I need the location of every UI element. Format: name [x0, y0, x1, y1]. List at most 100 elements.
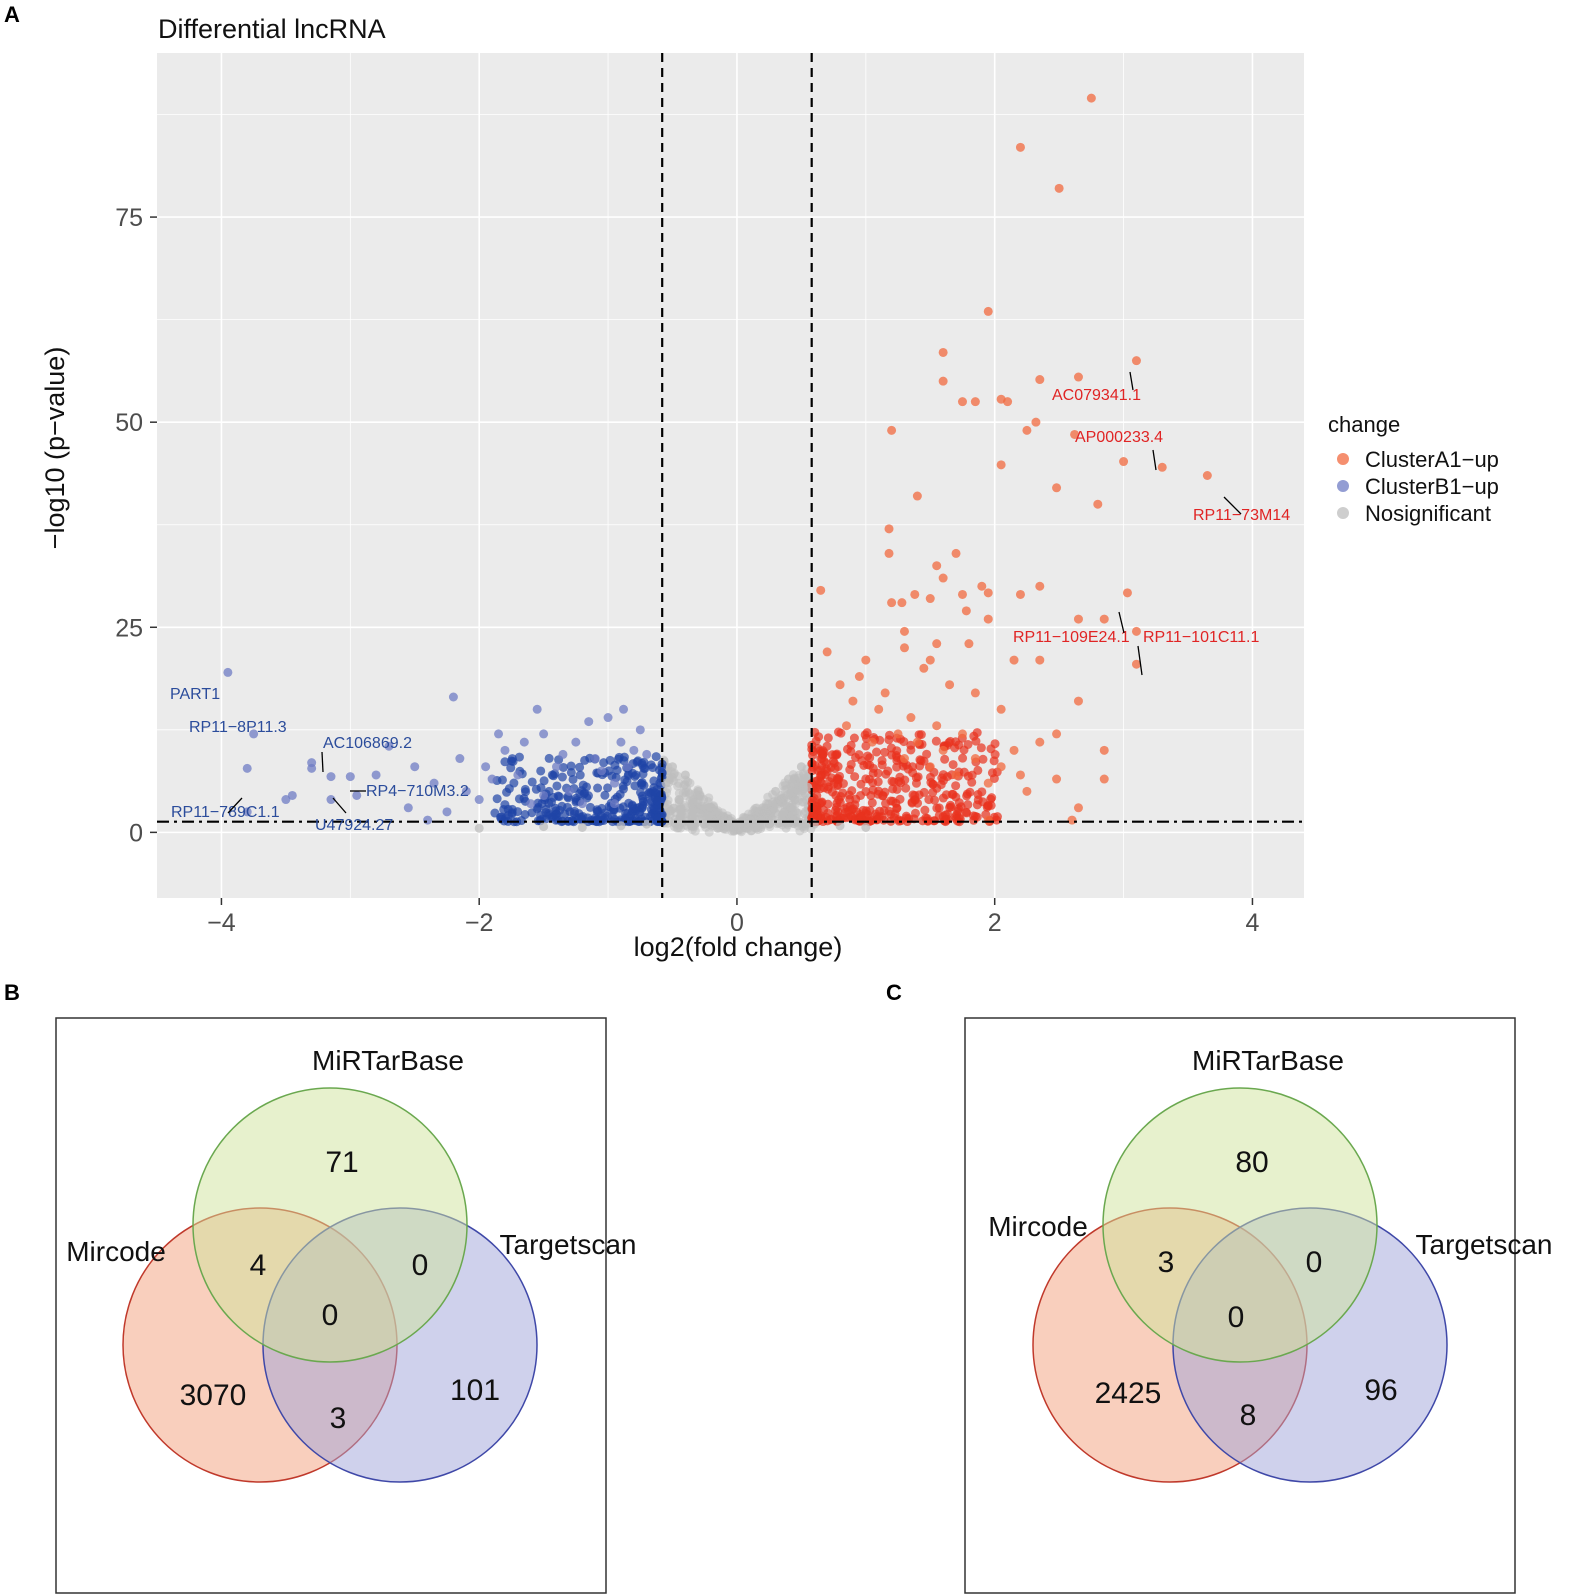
point-clustera1-up	[973, 765, 983, 775]
point-clusterb1-up	[575, 770, 585, 780]
point-clustera1-up	[861, 655, 871, 665]
point-clustera1-up	[983, 588, 993, 598]
point-clustera1-up	[884, 735, 894, 745]
point-clusterb1-up	[287, 790, 297, 800]
point-nosignificant	[690, 826, 700, 836]
point-clusterb1-up	[371, 770, 381, 780]
point-clusterb1-up	[503, 804, 513, 814]
gene-label-ap000233-4: AP000233.4	[1075, 429, 1163, 446]
point-clustera1-up	[932, 639, 942, 649]
point-clusterb1-up	[509, 778, 519, 788]
point-clustera1-up	[936, 780, 946, 790]
point-nosignificant	[777, 811, 787, 821]
leader-rp11-109e24-1	[1118, 611, 1125, 634]
point-clustera1-up	[911, 773, 921, 783]
point-clustera1-up	[875, 735, 885, 745]
point-clustera1-up	[887, 425, 897, 435]
point-clusterb1-up	[487, 774, 497, 784]
point-clustera1-up	[932, 561, 942, 571]
point-clustera1-up	[1035, 375, 1045, 385]
point-clusterb1-up	[597, 766, 607, 776]
point-clusterb1-up	[326, 795, 336, 805]
point-clustera1-up	[951, 770, 961, 780]
point-clusterb1-up	[507, 754, 517, 764]
venn-count-mircode-only-b: 3070	[180, 1379, 247, 1412]
point-clustera1-up	[814, 732, 824, 742]
point-clustera1-up	[1015, 589, 1025, 599]
x-axis: −4 −2 0 2 4	[207, 898, 1259, 937]
y-tick-label: 25	[115, 614, 143, 642]
point-clustera1-up	[847, 786, 857, 796]
point-clusterb1-up	[448, 692, 458, 702]
point-clusterb1-up	[536, 766, 546, 776]
venn-count-mircode-mirtarbase-b: 4	[250, 1249, 267, 1282]
point-nosignificant	[706, 803, 716, 813]
venn-count-mirtarbase-only-b: 71	[325, 1146, 358, 1179]
point-clustera1-up	[963, 739, 973, 749]
point-clustera1-up	[1073, 803, 1083, 813]
point-clustera1-up	[961, 807, 971, 817]
point-nosignificant	[732, 825, 742, 835]
point-clustera1-up	[819, 748, 829, 758]
scatter-points	[223, 93, 1212, 837]
point-clustera1-up	[1119, 457, 1129, 467]
point-clusterb1-up	[638, 761, 648, 771]
legend-key-clustera1-up	[1337, 453, 1349, 465]
gene-labels: AC079341.1 AP000233.4 RP11−73M14 RP11−10…	[170, 387, 1290, 834]
label-leader-lines	[227, 371, 1242, 814]
point-clustera1-up	[906, 713, 916, 723]
point-clusterb1-up	[532, 704, 542, 714]
point-clustera1-up	[1052, 774, 1062, 784]
point-clustera1-up	[1015, 770, 1025, 780]
point-clusterb1-up	[249, 729, 259, 739]
point-clustera1-up	[983, 306, 993, 316]
point-clusterb1-up	[494, 729, 504, 739]
point-clustera1-up	[830, 764, 840, 774]
point-clusterb1-up	[242, 763, 252, 773]
point-nosignificant	[861, 822, 871, 832]
point-clustera1-up	[1009, 745, 1019, 755]
point-nosignificant	[803, 782, 813, 792]
point-clusterb1-up	[514, 752, 524, 762]
point-clustera1-up	[938, 347, 948, 357]
point-clustera1-up	[856, 812, 866, 822]
point-clusterb1-up	[526, 799, 536, 809]
point-clusterb1-up	[577, 786, 587, 796]
point-clustera1-up	[912, 491, 922, 501]
point-clustera1-up	[983, 778, 993, 788]
leader-rp11-73m14	[1223, 496, 1242, 515]
point-clusterb1-up	[442, 807, 452, 817]
point-nosignificant	[673, 781, 683, 791]
point-clustera1-up	[872, 747, 882, 757]
point-clustera1-up	[861, 806, 871, 816]
point-clustera1-up	[856, 790, 866, 800]
point-clustera1-up	[880, 688, 890, 698]
gene-label-ac079341-1: AC079341.1	[1052, 387, 1141, 404]
point-clustera1-up	[899, 643, 909, 653]
leader-ac106869-2	[321, 751, 324, 773]
point-clusterb1-up	[619, 704, 629, 714]
point-clusterb1-up	[403, 803, 413, 813]
point-clustera1-up	[1035, 655, 1045, 665]
point-clusterb1-up	[500, 757, 510, 767]
point-clustera1-up	[808, 795, 818, 805]
point-clustera1-up	[922, 749, 932, 759]
point-nosignificant	[693, 786, 703, 796]
point-clustera1-up	[1009, 655, 1019, 665]
gene-label-part1: PART1	[170, 686, 220, 703]
point-nosignificant	[474, 823, 484, 833]
point-nosignificant	[778, 781, 788, 791]
point-clustera1-up	[881, 799, 891, 809]
point-nosignificant	[721, 824, 731, 834]
leader-rp11-789c1-1	[227, 797, 243, 814]
venn-count-mircode-targetscan-b: 3	[330, 1402, 347, 1435]
point-clustera1-up	[1157, 462, 1167, 472]
gene-label-ac106869-2: AC106869.2	[323, 735, 412, 752]
x-axis-title: log2(fold change)	[634, 932, 843, 962]
point-clustera1-up	[880, 747, 890, 757]
point-nosignificant	[713, 823, 723, 833]
point-clusterb1-up	[624, 769, 634, 779]
point-clustera1-up	[829, 779, 839, 789]
point-clusterb1-up	[567, 816, 577, 826]
point-clusterb1-up	[584, 717, 594, 727]
